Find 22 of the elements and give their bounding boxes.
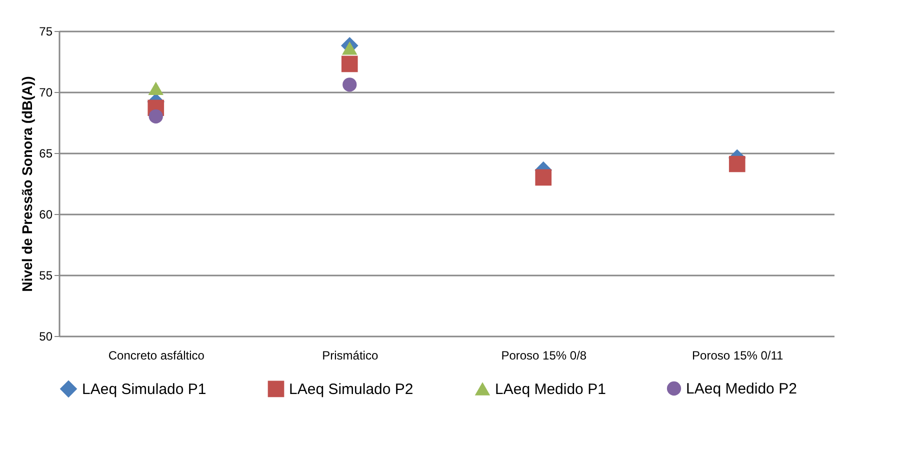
point xyxy=(148,82,164,95)
x-tick-label: Poroso 15% 0/8 xyxy=(501,348,587,362)
point xyxy=(535,169,552,186)
x-tick-label: Concreto asfáltico xyxy=(108,348,205,362)
x-tick-label: Poroso 15% 0/11 xyxy=(692,348,784,362)
y-tick-label: 55 xyxy=(39,268,53,282)
point xyxy=(342,78,357,92)
y-axis-title: Nivel de Pressão Sonora (dB(A)) xyxy=(19,76,36,292)
y-tick-label: 60 xyxy=(39,208,53,222)
point xyxy=(342,41,358,55)
point xyxy=(148,109,163,124)
legend-label: LAeq Simulado P2 xyxy=(289,380,414,398)
y-tick-label: 70 xyxy=(39,86,53,100)
legend-label: LAeq Medido P1 xyxy=(495,380,606,398)
point xyxy=(341,56,358,72)
y-tick-label: 65 xyxy=(39,146,53,160)
x-tick-label: Prismático xyxy=(322,348,378,362)
legend-label: LAeq Medido P2 xyxy=(686,380,797,398)
y-tick-label: 75 xyxy=(39,24,53,38)
legend-label: LAeq Simulado P1 xyxy=(82,380,206,398)
y-tick-label: 50 xyxy=(39,330,53,344)
point xyxy=(728,156,746,172)
